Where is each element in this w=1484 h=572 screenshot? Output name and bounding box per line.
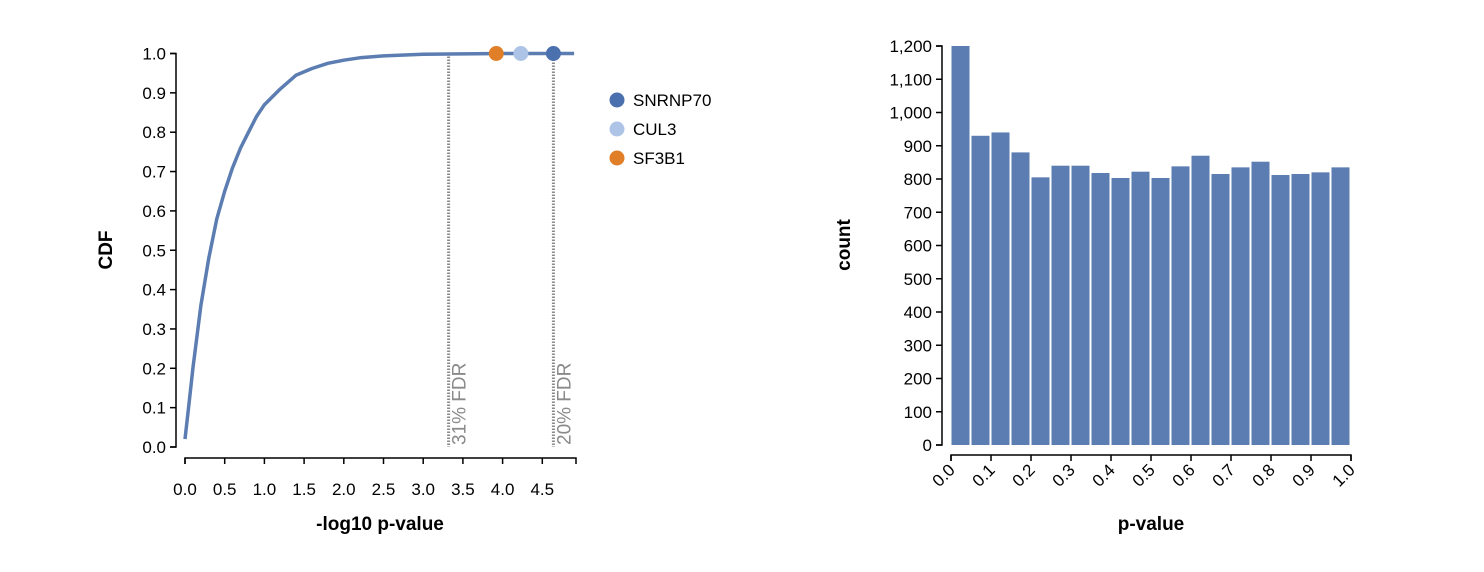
histogram-bar <box>1051 165 1070 445</box>
hist-x-tick-label: 0.6 <box>1169 460 1199 490</box>
hist-x-tick-label: 1.0 <box>1329 460 1359 490</box>
histogram-bar <box>1191 155 1210 445</box>
cdf-y-tick-label: 0.4 <box>142 281 166 300</box>
hist-y-tick-label: 1,000 <box>889 104 932 123</box>
hist-y-tick-label: 500 <box>904 270 932 289</box>
cdf-y-tick-label: 0.8 <box>142 123 166 142</box>
hist-y-tick-label: 300 <box>904 336 932 355</box>
cdf-y-tick-label: 0.9 <box>142 84 166 103</box>
cdf-y-tick-label: 0.6 <box>142 202 166 221</box>
legend-item-sf3b1: SF3B1 <box>609 149 685 168</box>
histogram-bar <box>1271 175 1290 445</box>
cdf-x-tick-label: 2.0 <box>332 480 356 499</box>
hist-x-tick-label: 0.9 <box>1289 460 1319 490</box>
cdf-x-tick-label: 4.5 <box>530 480 554 499</box>
legend-marker <box>609 92 625 108</box>
legend-label: CUL3 <box>633 120 676 139</box>
cdf-x-axis-line <box>184 457 577 464</box>
cdf-x-axis-title: -log10 p-value <box>316 514 444 535</box>
hist-bars <box>951 46 1350 446</box>
cdf-y-tick-label: 0.3 <box>142 320 166 339</box>
cdf-legend: SNRNP70 CUL3 SF3B1 <box>609 91 711 168</box>
histogram-chart: 0 100 200 300 400 500 600 700 800 900 1,000 1,100 1,… <box>834 37 1359 535</box>
cdf-y-tick-label: 0.0 <box>142 438 166 457</box>
cdf-x-tick-label: 3.5 <box>451 480 475 499</box>
histogram-bar <box>971 135 990 445</box>
cdf-x-tick-label: 2.5 <box>372 480 396 499</box>
cdf-x-tick-label: 0.0 <box>173 480 197 499</box>
histogram-bar <box>1151 178 1170 445</box>
histogram-bar <box>951 46 970 445</box>
histogram-bar <box>991 132 1010 445</box>
histogram-bar <box>1311 172 1330 445</box>
legend-marker <box>609 121 625 137</box>
hist-y-tick-label: 900 <box>904 137 932 156</box>
hist-x-axis: 0.0 0.1 0.2 0.3 0.4 0.5 0.6 0.7 0.8 0.9 1.0 <box>929 454 1359 491</box>
histogram-bar <box>1011 152 1030 445</box>
hist-y-tick-label: 400 <box>904 303 932 322</box>
histogram-bar <box>1071 165 1090 445</box>
hist-y-axis: 0 100 200 300 400 500 600 700 800 900 1,000 1,100 1,… <box>889 37 943 455</box>
cdf-y-tick-label: 0.1 <box>142 399 166 418</box>
cdf-x-tick-label: 0.5 <box>213 480 237 499</box>
histogram-bar <box>1031 177 1050 445</box>
histogram-bar <box>1331 167 1350 446</box>
legend-label: SNRNP70 <box>633 91 711 110</box>
cdf-y-axis-title: CDF <box>96 230 117 269</box>
legend-item-snrnp70: SNRNP70 <box>609 91 711 110</box>
histogram-bar <box>1231 167 1250 446</box>
hist-y-tick-label: 100 <box>904 403 932 422</box>
histogram-bar <box>1171 166 1190 446</box>
hist-y-tick-label: 800 <box>904 170 932 189</box>
gene-point-snrnp70[interactable] <box>545 46 561 61</box>
hist-y-tick-label: 600 <box>904 237 932 256</box>
gene-point-cul3[interactable] <box>513 46 529 61</box>
histogram-bar <box>1091 173 1110 445</box>
gene-point-sf3b1[interactable] <box>488 46 504 61</box>
hist-y-tick-label: 1,100 <box>889 70 932 89</box>
hist-y-tick-label: 200 <box>904 370 932 389</box>
cdf-y-tick-label: 1.0 <box>142 45 166 64</box>
cdf-x-tick-label: 1.5 <box>292 480 316 499</box>
hist-x-axis-title: p-value <box>1118 514 1185 535</box>
hist-y-tick-label: 0 <box>923 436 932 455</box>
histogram-bar <box>1131 171 1150 445</box>
cdf-x-tick-label: 4.0 <box>491 480 515 499</box>
cdf-y-axis: 0.0 0.1 0.2 0.3 0.4 0.5 0.6 0.7 0.8 0.9 1.0 <box>142 45 177 457</box>
hist-y-tick-label: 1,200 <box>889 37 932 56</box>
cdf-y-tick-label: 0.2 <box>142 359 166 378</box>
hist-x-tick-label: 0.0 <box>929 460 959 490</box>
cdf-chart: 0.0 0.1 0.2 0.3 0.4 0.5 0.6 0.7 0.8 0.9 1.0 0.0 0.5… <box>96 45 711 536</box>
hist-x-tick-label: 0.5 <box>1129 460 1159 490</box>
hist-x-tick-label: 0.4 <box>1089 460 1119 490</box>
hist-x-tick-label: 0.7 <box>1209 460 1239 490</box>
hist-x-tick-label: 0.1 <box>969 460 999 490</box>
cdf-x-axis: 0.0 0.5 1.0 1.5 2.0 2.5 3.0 3.5 4.0 4.5 <box>173 457 577 499</box>
cdf-y-tick-label: 0.7 <box>142 163 166 182</box>
cdf-curve-group <box>183 51 575 440</box>
hist-x-tick-label: 0.8 <box>1249 460 1279 490</box>
cdf-fdr-lines: 31% FDR 20% FDR <box>447 53 575 447</box>
cdf-y-tick-label: 0.5 <box>142 241 166 260</box>
fdr-threshold-label: 20% FDR <box>554 363 575 445</box>
hist-x-tick-label: 0.2 <box>1009 460 1039 490</box>
fdr-threshold-label: 31% FDR <box>450 363 471 445</box>
histogram-bar <box>1111 178 1130 445</box>
cdf-x-tick-label: 3.0 <box>411 480 435 499</box>
legend-item-cul3: CUL3 <box>609 120 676 139</box>
cdf-points <box>488 46 561 61</box>
cdf-x-tick-label: 1.0 <box>253 480 277 499</box>
hist-y-axis-title: count <box>834 218 855 270</box>
hist-y-tick-label: 700 <box>904 203 932 222</box>
legend-label: SF3B1 <box>633 149 685 168</box>
legend-marker <box>609 150 625 166</box>
histogram-bar <box>1211 174 1230 445</box>
histogram-bar <box>1251 161 1270 445</box>
histogram-bar <box>1291 174 1310 445</box>
hist-x-tick-label: 0.3 <box>1049 460 1079 490</box>
cdf-line <box>183 51 575 440</box>
